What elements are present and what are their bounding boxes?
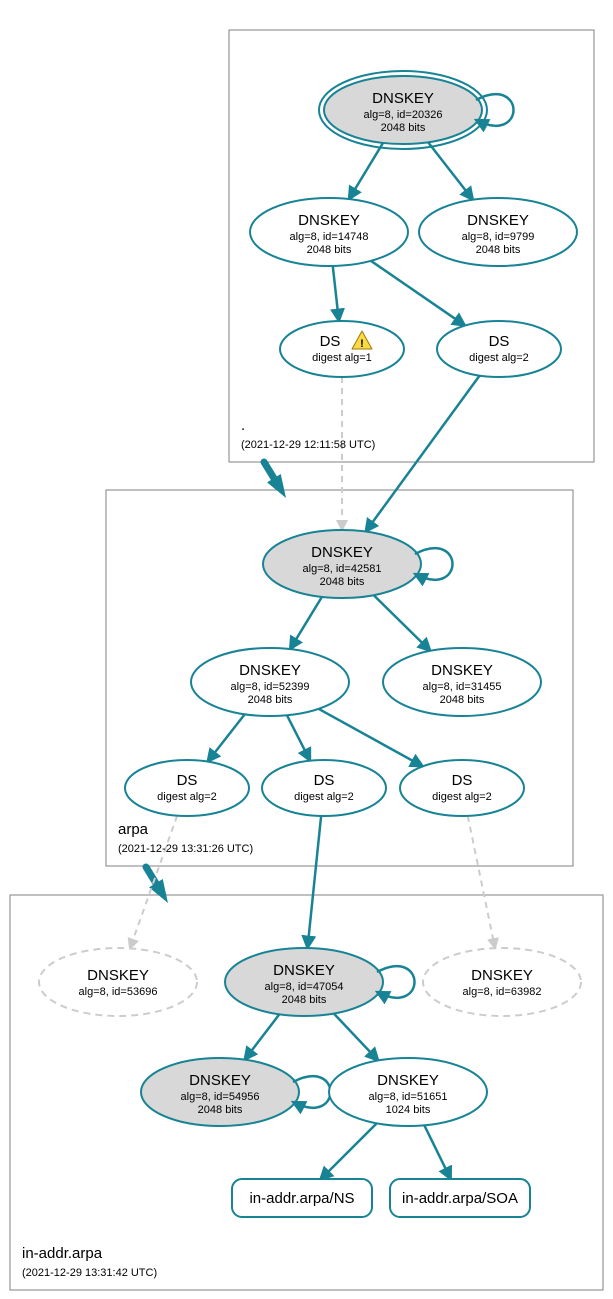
edge-rootZ1-to-rootDS2 — [371, 261, 465, 326]
node-rootDS1: DS! digest alg=1 — [280, 321, 404, 377]
zone-timestamp-arpa: (2021-12-29 13:31:26 UTC) — [118, 843, 253, 855]
node-rootZ2-sub2: 2048 bits — [476, 244, 521, 256]
zone-timestamp-inaddr: (2021-12-29 13:31:42 UTC) — [22, 1267, 157, 1279]
node-inZ2-sub2: 1024 bits — [386, 1104, 431, 1116]
node-inKSK: DNSKEY alg=8, id=470542048 bits — [225, 948, 415, 1016]
node-inZ1-sub1: alg=8, id=54956 — [181, 1091, 260, 1103]
node-rootZ2: DNSKEY alg=8, id=97992048 bits — [419, 198, 577, 266]
edge-arpaZ1-to-arpaDS3 — [319, 709, 423, 767]
node-arpaDS3: DS digest alg=2 — [400, 760, 524, 816]
node-inZ2-sub1: alg=8, id=51651 — [369, 1091, 448, 1103]
node-inZ2: DNSKEY alg=8, id=516511024 bits — [329, 1058, 487, 1126]
node-rootZ1-sub1: alg=8, id=14748 — [290, 231, 369, 243]
node-rootKSK-title: DNSKEY — [372, 90, 434, 107]
zone-label-inaddr: in-addr.arpa — [22, 1245, 103, 1262]
node-arpaZ2-title: DNSKEY — [431, 662, 493, 679]
edge-arpaZ1-to-arpaDS1 — [208, 714, 245, 761]
node-arpaDS3-title: DS — [452, 772, 473, 789]
node-rootDS1-title: DS — [320, 333, 341, 350]
edge-rootKSK-to-rootZ2 — [428, 142, 473, 200]
edge-inKSK-to-inZ1 — [245, 1014, 280, 1059]
edge-inZ2-to-soa — [424, 1125, 450, 1179]
edge-arpaZ1-to-arpaDS2 — [287, 715, 310, 761]
node-inGhost2: DNSKEY alg=8, id=63982 — [423, 948, 581, 1016]
node-rootKSK-sub2: 2048 bits — [381, 122, 426, 134]
node-rootZ2-title: DNSKEY — [467, 212, 529, 229]
node-arpaZ2: DNSKEY alg=8, id=314552048 bits — [383, 648, 541, 716]
node-inKSK-sub1: alg=8, id=47054 — [265, 981, 344, 993]
zone-label-root: . — [241, 417, 245, 434]
node-arpaDS2-sub1: digest alg=2 — [294, 791, 354, 803]
node-inZ1: DNSKEY alg=8, id=549562048 bits — [141, 1058, 331, 1126]
node-inGhost1-title: DNSKEY — [87, 967, 149, 984]
edge-arpaKSK-to-arpaZ2 — [374, 595, 431, 651]
warning-icon-mark: ! — [360, 338, 364, 350]
nodes-layer: DNSKEYalg=8, id=203262048 bitsDNSKEYalg=… — [39, 71, 581, 1126]
node-rootZ1-sub2: 2048 bits — [307, 244, 352, 256]
node-rootKSK: DNSKEY alg=8, id=203262048 bits — [319, 71, 514, 149]
node-rootDS2-sub1: digest alg=2 — [469, 352, 529, 364]
node-inZ1-sub2: 2048 bits — [198, 1104, 243, 1116]
node-inGhost1: DNSKEY alg=8, id=53696 — [39, 948, 197, 1016]
edge-arpaDS2-to-inKSK — [308, 816, 322, 948]
node-inGhost2-title: DNSKEY — [471, 967, 533, 984]
node-inZ1-title: DNSKEY — [189, 1072, 251, 1089]
node-arpaDS2: DS digest alg=2 — [262, 760, 386, 816]
node-arpaKSK: DNSKEY alg=8, id=425812048 bits — [263, 530, 453, 598]
edge-inKSK-to-inZ2 — [334, 1013, 378, 1060]
rrset-soa: in-addr.arpa/SOA — [390, 1179, 530, 1217]
node-arpaZ2-sub1: alg=8, id=31455 — [423, 681, 502, 693]
node-inZ2-title: DNSKEY — [377, 1072, 439, 1089]
node-arpaKSK-sub1: alg=8, id=42581 — [303, 563, 382, 575]
node-arpaDS1-sub1: digest alg=2 — [157, 791, 217, 803]
node-arpaZ1-title: DNSKEY — [239, 662, 301, 679]
node-arpaDS1-title: DS — [177, 772, 198, 789]
node-arpaDS3-sub1: digest alg=2 — [432, 791, 492, 803]
node-arpaZ1-sub1: alg=8, id=52399 — [231, 681, 310, 693]
node-rootZ2-sub1: alg=8, id=9799 — [462, 231, 535, 243]
node-rootDS1-sub1: digest alg=1 — [312, 352, 372, 364]
node-inGhost1-sub1: alg=8, id=53696 — [79, 986, 158, 998]
node-rootZ1: DNSKEY alg=8, id=147482048 bits — [250, 198, 408, 266]
node-arpaZ2-sub2: 2048 bits — [440, 694, 485, 706]
rrset-ns-label: in-addr.arpa/NS — [249, 1190, 354, 1207]
node-arpaDS1: DS digest alg=2 — [125, 760, 249, 816]
zone-label-arpa: arpa — [118, 821, 149, 838]
node-rootKSK-sub1: alg=8, id=20326 — [364, 109, 443, 121]
node-inKSK-title: DNSKEY — [273, 962, 335, 979]
node-inGhost2-sub1: alg=8, id=63982 — [463, 986, 542, 998]
node-rootZ1-title: DNSKEY — [298, 212, 360, 229]
rrsets-layer: in-addr.arpa/NS in-addr.arpa/SOA — [232, 1179, 530, 1217]
rrset-ns: in-addr.arpa/NS — [232, 1179, 372, 1217]
edge-rootZ1-to-rootDS1 — [333, 266, 339, 321]
edge-arpaDS3-to-inGhost2 — [468, 816, 495, 948]
node-arpaZ1-sub2: 2048 bits — [248, 694, 293, 706]
edge-rootDS2-to-arpaKSK — [366, 376, 480, 532]
dnssec-diagram: DNSKEYalg=8, id=203262048 bitsDNSKEYalg=… — [0, 0, 613, 1299]
node-rootDS2-title: DS — [489, 333, 510, 350]
node-arpaDS2-title: DS — [314, 772, 335, 789]
zone-timestamp-root: (2021-12-29 12:11:58 UTC) — [241, 439, 375, 451]
node-arpaKSK-sub2: 2048 bits — [320, 576, 365, 588]
edge-arpaKSK-to-arpaZ1 — [290, 597, 322, 649]
rrset-soa-label: in-addr.arpa/SOA — [402, 1190, 518, 1207]
edge-rootKSK-to-rootZ1 — [349, 143, 383, 199]
node-inKSK-sub2: 2048 bits — [282, 994, 327, 1006]
node-rootDS1-ellipse — [280, 321, 404, 377]
node-rootDS2: DS digest alg=2 — [437, 321, 561, 377]
node-arpaZ1: DNSKEY alg=8, id=523992048 bits — [191, 648, 349, 716]
node-arpaKSK-title: DNSKEY — [311, 544, 373, 561]
edge-inZ2-to-ns — [320, 1123, 376, 1179]
